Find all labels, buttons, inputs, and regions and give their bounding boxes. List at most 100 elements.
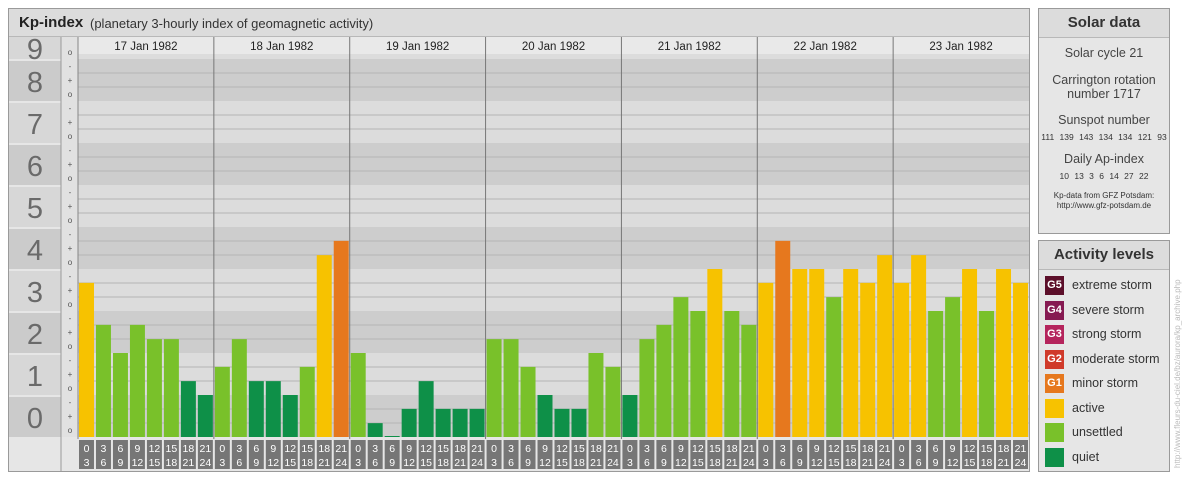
time-end-label: 15 [556, 457, 568, 469]
ap-title: Daily Ap-index [1064, 152, 1144, 166]
minor-axis-label: o [68, 300, 73, 309]
kp-bar [231, 339, 247, 437]
plot-band-6 [78, 143, 1029, 185]
kp-bar [537, 395, 553, 437]
time-end-label: 21 [726, 457, 738, 469]
kp-bar [690, 311, 706, 437]
kp-bar [214, 366, 230, 437]
time-end-label: 6 [780, 457, 786, 469]
minor-axis-label: o [68, 174, 73, 183]
time-end-label: 21 [318, 457, 330, 469]
time-start-label: 18 [590, 443, 602, 455]
time-end-label: 3 [763, 457, 769, 469]
kp-bar [928, 311, 944, 437]
y-axis-label-4: 4 [27, 235, 43, 267]
kp-chart-panel: Kp-index (planetary 3-hourly index of ge… [8, 8, 1030, 472]
minor-axis-label: + [68, 370, 73, 379]
time-end-label: 12 [811, 457, 823, 469]
time-cell [758, 440, 774, 469]
time-start-label: 15 [166, 443, 178, 455]
solar-data-panel: Solar data Solar cycle 21 Carrington rot… [1038, 8, 1170, 234]
kp-bar [605, 366, 621, 437]
time-end-label: 18 [437, 457, 449, 469]
time-cell [163, 440, 179, 469]
kp-bar [129, 324, 145, 437]
time-start-label: 3 [101, 443, 107, 455]
watermark-text: http://www.fleurs-du-ciel.de/bz/aurora/k… [1173, 279, 1182, 468]
carrington-label: Carrington rotation [1052, 73, 1156, 87]
time-start-label: 9 [542, 443, 548, 455]
level-swatch [1045, 447, 1064, 467]
time-cell [333, 440, 349, 469]
time-end-label: 12 [267, 457, 279, 469]
time-start-label: 9 [135, 443, 141, 455]
time-end-label: 3 [491, 457, 497, 469]
y-axis-label-7: 7 [27, 109, 43, 141]
time-start-label: 18 [454, 443, 466, 455]
solar-cycle: Solar cycle 21 [1064, 46, 1144, 60]
level-swatch: G4 [1045, 300, 1064, 320]
time-start-label: 6 [933, 443, 939, 455]
time-end-label: 3 [627, 457, 633, 469]
time-cell [809, 440, 825, 469]
kp-bar [809, 269, 825, 437]
time-cell [554, 440, 570, 469]
source-line-2[interactable]: http://www.gfz-potsdam.de [1056, 201, 1152, 210]
time-end-label: 6 [916, 457, 922, 469]
kp-bar [163, 339, 179, 437]
kp-bar [367, 423, 383, 437]
level-label: moderate storm [1072, 351, 1160, 366]
time-end-label: 18 [301, 457, 313, 469]
minor-axis-label: - [69, 356, 72, 365]
time-start-label: 3 [508, 443, 514, 455]
kp-bar [894, 282, 910, 437]
kp-bar [673, 297, 689, 437]
date-header [78, 37, 1029, 54]
time-cell [775, 440, 791, 469]
time-cell [401, 440, 417, 469]
kp-bar [877, 255, 893, 437]
time-cell [894, 440, 910, 469]
time-start-label: 3 [644, 443, 650, 455]
level-label: strong storm [1072, 327, 1142, 341]
minor-axis-label: + [68, 328, 73, 337]
time-end-label: 9 [118, 457, 124, 469]
source-line-1: Kp-data from GFZ Potsdam: [1053, 191, 1155, 200]
solar-data-title: Solar data [1039, 9, 1169, 38]
time-cell [571, 440, 587, 469]
time-end-label: 6 [236, 457, 242, 469]
date-label: 22 Jan 1982 [794, 41, 857, 53]
minor-axis-label: - [69, 188, 72, 197]
time-start-label: 12 [828, 443, 840, 455]
time-cell [826, 440, 842, 469]
kp-bar [571, 408, 587, 437]
time-end-label: 15 [284, 457, 296, 469]
time-cell [486, 440, 502, 469]
date-label: 17 Jan 1982 [114, 41, 177, 53]
time-cell [95, 440, 111, 469]
minor-axis-label: - [69, 230, 72, 239]
minor-axis-label: + [68, 244, 73, 253]
level-label: extreme storm [1072, 278, 1152, 292]
time-start-label: 21 [879, 443, 891, 455]
time-start-label: 18 [183, 443, 195, 455]
time-start-label: 0 [899, 443, 905, 455]
kp-bar [775, 240, 791, 437]
kp-bar [979, 311, 995, 437]
time-cell [265, 440, 281, 469]
kp-bar [503, 339, 519, 437]
time-end-label: 9 [253, 457, 259, 469]
y-axis-label-3: 3 [27, 277, 43, 309]
time-end-label: 21 [998, 457, 1010, 469]
date-label: 23 Jan 1982 [929, 41, 992, 53]
time-end-label: 15 [964, 457, 976, 469]
time-cell [129, 440, 145, 469]
time-cell [469, 440, 485, 469]
minor-axis-label: - [69, 272, 72, 281]
time-start-label: 12 [556, 443, 568, 455]
level-label: quiet [1072, 449, 1100, 464]
time-start-label: 0 [491, 443, 497, 455]
y-band-2 [9, 313, 61, 353]
minor-axis-label: + [68, 118, 73, 127]
time-cell [384, 440, 400, 469]
